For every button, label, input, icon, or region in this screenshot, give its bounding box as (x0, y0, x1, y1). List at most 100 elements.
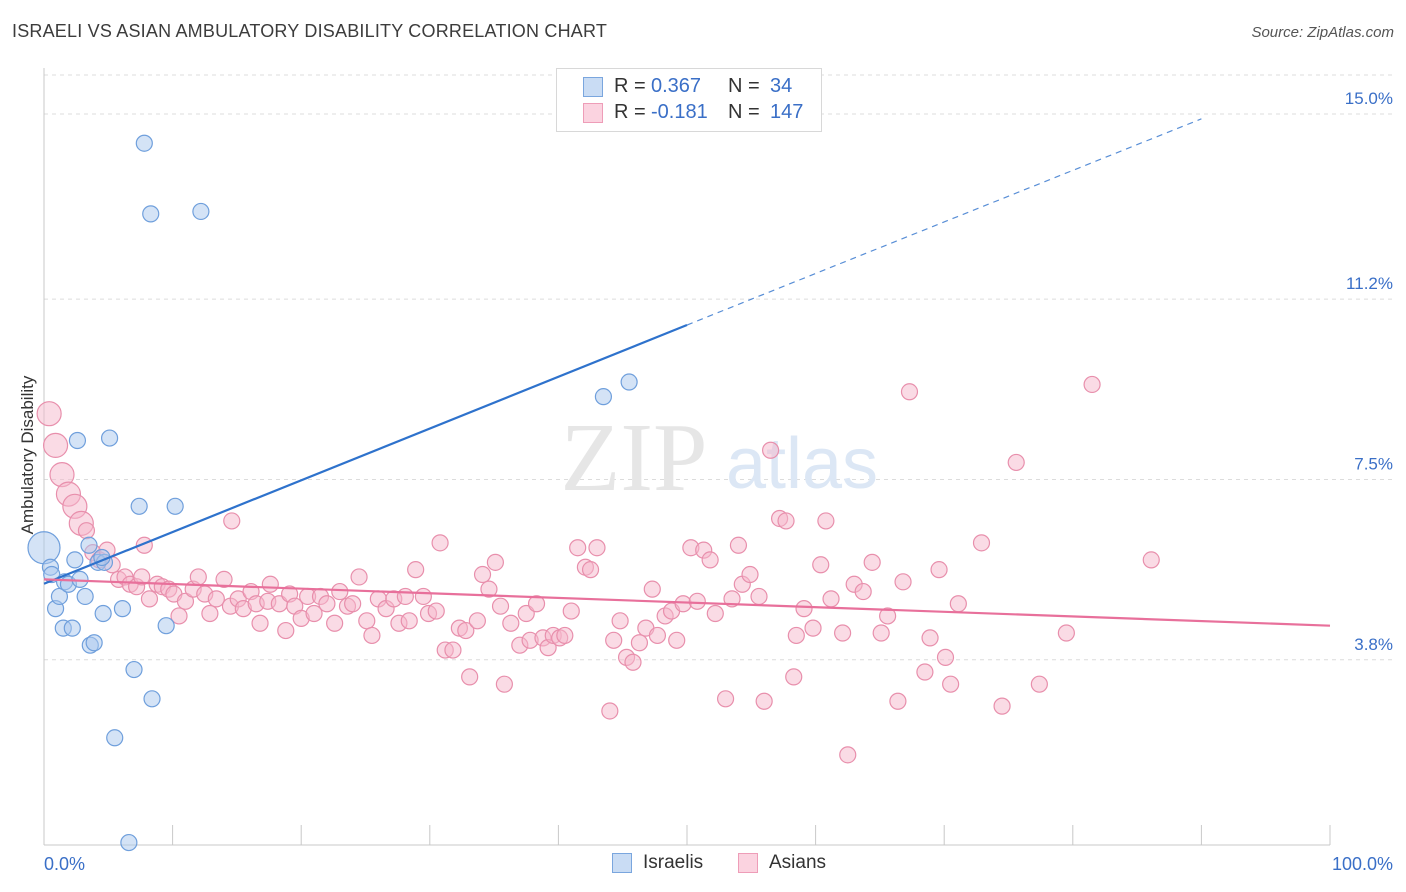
israelis-point (27, 531, 61, 565)
asians-point (795, 600, 813, 618)
israelis-point (166, 497, 184, 515)
asians-legend-swatch (738, 853, 758, 873)
israelis-trend-line (43, 323, 688, 585)
asians-point (723, 590, 741, 608)
asians-point (261, 575, 279, 593)
asians-point (215, 570, 233, 588)
israelis-point (113, 600, 132, 618)
x-tick-label-min: 0.0% (44, 854, 85, 874)
israelis-point (76, 587, 94, 606)
watermark-atlas: atlas (726, 424, 878, 504)
asians-point (894, 573, 912, 591)
asians-points (36, 375, 1160, 764)
r-label: R = (614, 75, 646, 97)
asians-point (358, 612, 376, 630)
legend-label: Israelis (643, 852, 704, 873)
israelis-point (142, 205, 160, 223)
asians-point (822, 590, 840, 608)
asians-point (207, 590, 225, 608)
israelis-point (135, 134, 153, 152)
asians-point (318, 595, 336, 613)
asians-point (569, 539, 587, 557)
asians-point (900, 383, 919, 401)
asians-point (444, 641, 462, 659)
asians-point (889, 692, 907, 710)
asians-point (993, 697, 1011, 715)
asians-point (407, 561, 425, 579)
asians-point (972, 534, 991, 552)
grid-lines (44, 74, 1392, 661)
asians-point (601, 702, 619, 720)
asians-point (817, 512, 835, 530)
asians-point (556, 626, 574, 645)
n-label: N = (728, 75, 760, 97)
asians-point (468, 612, 486, 630)
asians-point (605, 631, 623, 649)
asians-swatch (583, 103, 603, 123)
asians-point (396, 587, 414, 606)
israelis-point (66, 551, 84, 569)
asians-point (839, 746, 857, 764)
asians-point (716, 690, 735, 708)
x-tick-label-max: 100.0% (1332, 854, 1393, 874)
asians-point (916, 663, 934, 681)
y-tick-label: 3.8% (1354, 635, 1393, 654)
asians-point (668, 631, 686, 649)
asians-point (729, 536, 748, 554)
asians-point (201, 604, 219, 623)
asians-point (1057, 624, 1075, 642)
asians-point (812, 556, 830, 574)
israelis-point (594, 388, 613, 406)
source-label: Source: ZipAtlas.com (1251, 24, 1394, 41)
asians-point (363, 626, 381, 645)
asians-point (701, 551, 719, 569)
asians-point (1083, 375, 1101, 394)
asians-point (581, 561, 600, 579)
israelis-point (120, 833, 138, 852)
asians-point (42, 432, 69, 458)
asians-point (77, 522, 96, 540)
asians-point (706, 604, 724, 623)
asians-point (834, 624, 852, 642)
asians-point (305, 604, 323, 623)
israelis-point (157, 617, 175, 635)
asians-point (427, 602, 445, 620)
asians-point (400, 612, 418, 630)
asians-point (643, 580, 661, 598)
asians-point (1030, 675, 1048, 693)
asians-point (804, 619, 822, 637)
asians-point (480, 580, 498, 598)
asians-point (879, 607, 897, 625)
israelis-point (106, 729, 124, 747)
asians-point (588, 539, 606, 557)
asians-point (486, 553, 504, 571)
israelis-point (100, 429, 119, 447)
asians-point (277, 621, 295, 640)
asians-point (491, 597, 510, 615)
asians-point (936, 648, 955, 666)
israelis-point (63, 619, 81, 637)
asians-trend-line (43, 578, 1331, 627)
israelis-swatch (583, 77, 603, 97)
asians-point (350, 568, 368, 586)
asians-point (624, 653, 642, 671)
tick-labels: 3.8% 7.5% 11.2% 15.0% 0.0% 100.0% (44, 89, 1393, 874)
asians-point (872, 624, 890, 642)
israelis-point (94, 604, 112, 623)
asians-point (176, 592, 195, 610)
r-value: -0.181 (651, 101, 708, 123)
stats-box: R = 0.367 N = 34 R = -0.181 N = 147 (556, 68, 822, 132)
r-label: R = (614, 101, 646, 123)
israelis-points (27, 134, 638, 852)
asians-point (863, 553, 881, 571)
asians-point (785, 668, 803, 686)
asians-point (431, 534, 449, 552)
asians-point (331, 582, 349, 601)
watermark-zip: ZIP (561, 404, 708, 512)
y-tick-label: 15.0% (1345, 89, 1393, 108)
asians-point (502, 614, 520, 632)
asians-point (461, 668, 479, 686)
asians-point (787, 626, 805, 645)
israelis-trend-extension (686, 118, 1202, 326)
asians-point (921, 629, 939, 647)
